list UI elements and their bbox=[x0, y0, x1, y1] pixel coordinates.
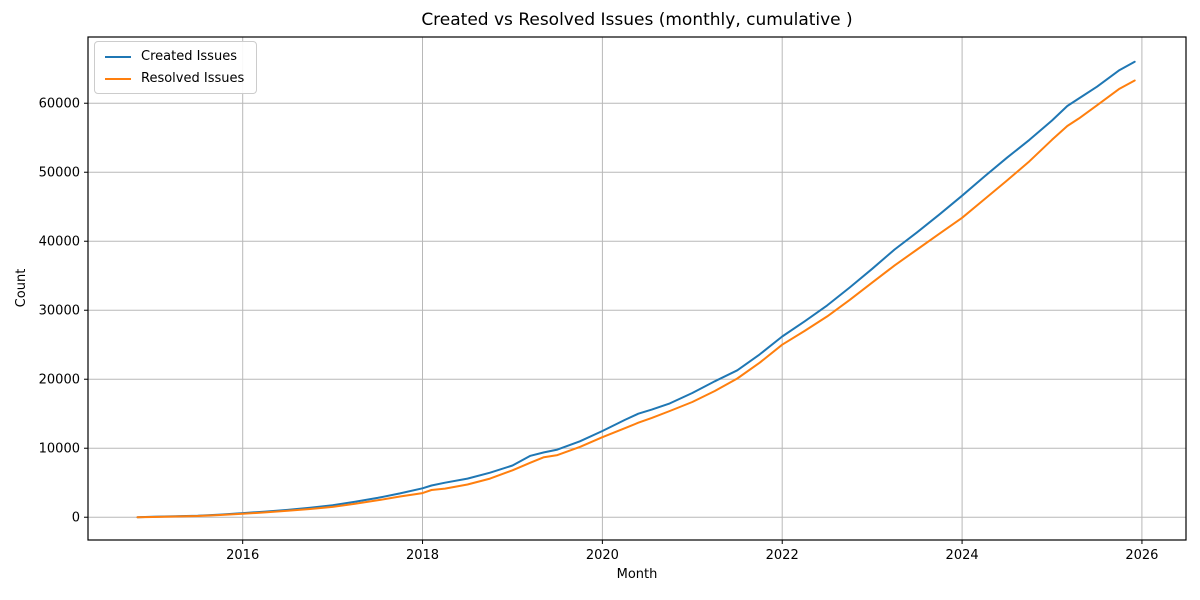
y-tick-label: 40000 bbox=[39, 235, 80, 250]
x-tick-label: 2026 bbox=[1125, 548, 1158, 563]
y-tick-label: 20000 bbox=[39, 373, 80, 388]
created-issues-line bbox=[136, 60, 1136, 519]
legend-label: Resolved Issues bbox=[141, 71, 245, 86]
plot-box bbox=[87, 36, 1187, 541]
legend-line-swatch bbox=[105, 77, 131, 80]
legend-entry: Created Issues bbox=[105, 49, 244, 64]
y-axis-label: Count bbox=[14, 269, 29, 308]
x-tick-label: 2020 bbox=[586, 548, 619, 563]
x-tick-label: 2016 bbox=[226, 548, 259, 563]
grid-layer bbox=[88, 37, 1186, 540]
y-tick-label: 50000 bbox=[39, 166, 80, 181]
y-tick-label: 10000 bbox=[39, 442, 80, 457]
axes-layer bbox=[87, 36, 1187, 541]
legend-entry: Resolved Issues bbox=[105, 71, 244, 86]
legend-line-swatch bbox=[105, 55, 131, 58]
resolved-issues-line bbox=[136, 79, 1136, 519]
y-tick-label: 60000 bbox=[39, 97, 80, 112]
x-tick-label: 2018 bbox=[406, 548, 439, 563]
x-tick-label: 2022 bbox=[766, 548, 799, 563]
tick-layer: 2016 2018 2020 2022 2024 2026 0 10000 20000 30000… bbox=[39, 97, 1159, 563]
series-layer bbox=[136, 60, 1136, 519]
x-axis-label: Month bbox=[617, 567, 658, 582]
chart-title: Created vs Resolved Issues (monthly, cum… bbox=[421, 10, 852, 30]
x-tick-label: 2024 bbox=[946, 548, 979, 563]
legend: Created Issues Resolved Issues bbox=[94, 41, 258, 94]
legend-label: Created Issues bbox=[141, 49, 237, 64]
y-tick-label: 0 bbox=[72, 511, 80, 526]
y-tick-label: 30000 bbox=[39, 304, 80, 319]
